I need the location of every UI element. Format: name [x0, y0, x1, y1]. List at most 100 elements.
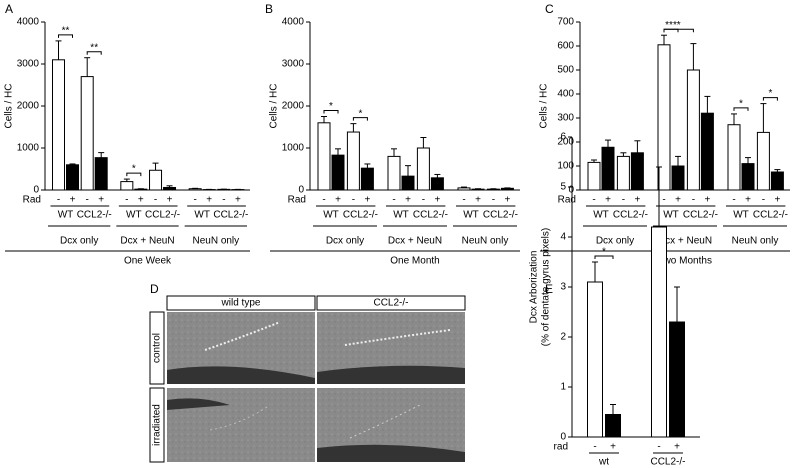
column-header-box	[166, 295, 316, 311]
treatment-label: +	[475, 195, 481, 206]
y-tick-label: 400	[557, 89, 574, 100]
bar	[770, 171, 784, 191]
row-header-box	[149, 311, 165, 385]
x-axis-label: Two Months	[658, 256, 712, 267]
group-label: Dcx + NeuN	[388, 236, 442, 247]
y-axis-label: Cells / HC	[539, 83, 550, 128]
treatment-label: +	[405, 195, 411, 206]
bar	[134, 188, 148, 191]
y-tick-label: 0	[33, 185, 39, 196]
x-tick-label: CCL2-/-	[683, 210, 718, 221]
significance-label: *	[132, 164, 136, 175]
significance-bracket	[594, 255, 614, 259]
y-tick-label: 1000	[282, 143, 305, 154]
treatment-label: -	[692, 195, 695, 206]
treatment-label: -	[462, 195, 465, 206]
treatment-label: -	[222, 195, 225, 206]
bar	[120, 181, 134, 191]
y-tick-label: 300	[557, 113, 574, 124]
significance-bracket	[126, 172, 142, 177]
treatment-label: -	[193, 195, 196, 206]
y-axis-label: (% of dentate gyrus pixels)	[541, 228, 552, 346]
significance-bracket	[733, 107, 749, 111]
dark-region	[317, 444, 465, 462]
dentate-gyrus	[344, 329, 451, 346]
bar	[605, 414, 621, 438]
significance-bracket	[86, 51, 102, 55]
y-tick-label: 4000	[17, 17, 40, 28]
treatment-label: -	[352, 195, 355, 206]
row-header: control	[152, 333, 163, 363]
bar	[80, 76, 94, 191]
x-tick-label: WT	[463, 210, 479, 221]
x-tick-label: CCL2-/-	[145, 210, 180, 221]
y-tick-label: 500	[557, 65, 574, 76]
y-tick-label: 100	[557, 161, 574, 172]
group-label: Dcx + NeuN	[658, 236, 712, 247]
x-tick-label: WT	[58, 210, 74, 221]
treatment-label: +	[774, 195, 780, 206]
bar	[401, 175, 415, 191]
y-tick-label: 200	[557, 137, 574, 148]
significance-bracket	[58, 34, 73, 38]
treatment-label: -	[86, 195, 89, 206]
x-tick-label: WT	[663, 210, 679, 221]
treatment-label: -	[593, 442, 596, 453]
y-axis-label: Dcx Arborization	[529, 251, 540, 324]
panel-label: C	[545, 2, 554, 16]
y-tick-label: 2000	[17, 101, 40, 112]
significance-label: ***	[665, 20, 677, 31]
group-label: Dcx only	[596, 236, 634, 247]
bar	[700, 112, 714, 191]
x-tick-label: CCL2-/-	[650, 457, 685, 468]
treatment-label: +	[745, 195, 751, 206]
panel-label: D	[150, 282, 159, 296]
y-tick-label: 3	[560, 282, 566, 293]
bar	[331, 154, 345, 191]
bar	[360, 167, 374, 191]
dentate-gyrus	[349, 404, 421, 439]
row-header: irradiated	[152, 404, 163, 446]
bar	[52, 59, 65, 191]
x-tick-label: WT	[593, 210, 609, 221]
bar	[486, 188, 500, 191]
treatment-label: +	[138, 195, 144, 206]
significance-label: *	[677, 20, 681, 31]
panel-label: E	[545, 282, 553, 296]
bar	[601, 146, 615, 191]
significance-label: *	[602, 247, 606, 258]
bar	[217, 188, 231, 191]
column-header-box	[316, 295, 466, 311]
bar	[727, 124, 741, 191]
row-label: Rad	[288, 195, 306, 206]
row-label: Rad	[558, 195, 576, 206]
treatment-label: +	[605, 195, 611, 206]
dark-region	[167, 398, 230, 410]
treatment-label: +	[335, 195, 341, 206]
significance-bracket	[762, 97, 778, 101]
treatment-label: -	[492, 195, 495, 206]
group-label: NeuN only	[732, 236, 779, 247]
treatment-label: +	[206, 195, 212, 206]
y-axis-label: Cells / HC	[269, 83, 280, 128]
y-tick-label: 2000	[282, 101, 305, 112]
treatment-label: -	[762, 195, 765, 206]
bar	[616, 155, 630, 191]
bar	[630, 152, 644, 191]
bar	[317, 122, 331, 191]
group-label: Dcx + NeuN	[120, 236, 174, 247]
bar	[149, 169, 163, 191]
y-tick-label: 5	[560, 182, 566, 193]
significance-label: *	[358, 108, 362, 119]
bar	[66, 164, 79, 191]
x-tick-label: WT	[323, 210, 339, 221]
treatment-label: +	[434, 195, 440, 206]
y-tick-label: 1000	[17, 143, 40, 154]
treatment-label: -	[622, 195, 625, 206]
treatment-label: +	[504, 195, 510, 206]
bar	[587, 161, 601, 191]
bar	[416, 147, 430, 191]
dark-region	[317, 365, 465, 384]
x-tick-label: WT	[733, 210, 749, 221]
